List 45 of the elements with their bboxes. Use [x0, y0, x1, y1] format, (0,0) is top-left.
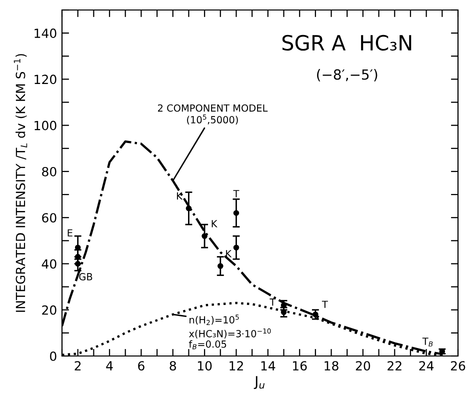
y-tick-label: 60 [42, 213, 56, 223]
x-tick-label: 24 [419, 361, 434, 370]
x-tick-label: 18 [324, 361, 338, 371]
y-tick-label: 20 [42, 305, 56, 315]
annotation: K [176, 192, 183, 200]
x-tick-label: 10 [198, 361, 212, 371]
annotation: GB [79, 273, 92, 280]
y-tick-label: 0 [50, 351, 56, 361]
annotation: E [68, 229, 72, 236]
y-tick-label: 120 [34, 74, 56, 84]
x-tick-label: 20 [356, 361, 370, 371]
annotation: n(H$_{2}$)=10$^{5}$ [190, 314, 239, 325]
text: (−8′,−5′) [317, 69, 378, 82]
annotation: T [270, 298, 276, 306]
annotation: f$_{B}$=0.05 [188, 340, 226, 350]
annotation: T [322, 300, 328, 308]
point [233, 244, 240, 250]
x-tick-label: 14 [261, 361, 276, 370]
y-tick-label: 140 [34, 28, 56, 38]
y-tick-label: 40 [42, 259, 56, 269]
point [74, 254, 81, 260]
annotation: 2 COMPONENT MODEL (10$^{5}$,5000) [158, 104, 268, 125]
annotation: T$_{B}$ [422, 338, 433, 346]
x-tick-label: 22 [388, 361, 402, 370]
annotation: K [212, 220, 218, 228]
x-tick-label: 4 [106, 361, 113, 370]
x-tick-label: 2 [74, 361, 81, 370]
annotation: x(HC₃N)=3·10$^{−10}$ [189, 328, 271, 338]
y-tick-label: 100 [34, 120, 56, 130]
x-axis-title: J$_{u}$ [254, 376, 265, 390]
point [218, 263, 224, 269]
point [186, 205, 192, 212]
x-tick-label: 12 [230, 361, 243, 370]
point [233, 210, 240, 216]
annotation: T [233, 190, 240, 198]
x-tick-label: 16 [293, 361, 307, 371]
y-axis-title: INTEGRATED INTENSITY /T$_{L}$ dv (K KM S$^{−1}$) [14, 54, 28, 312]
y-tick-label: 80 [42, 166, 56, 176]
point [202, 233, 208, 239]
annotation: K [226, 250, 232, 258]
point [74, 260, 81, 267]
x-tick-label: 8 [170, 361, 176, 371]
text: SGR A HC₃N [282, 34, 412, 51]
x-tick-label: 6 [138, 361, 144, 371]
x-tick-label: 26 [450, 361, 466, 371]
